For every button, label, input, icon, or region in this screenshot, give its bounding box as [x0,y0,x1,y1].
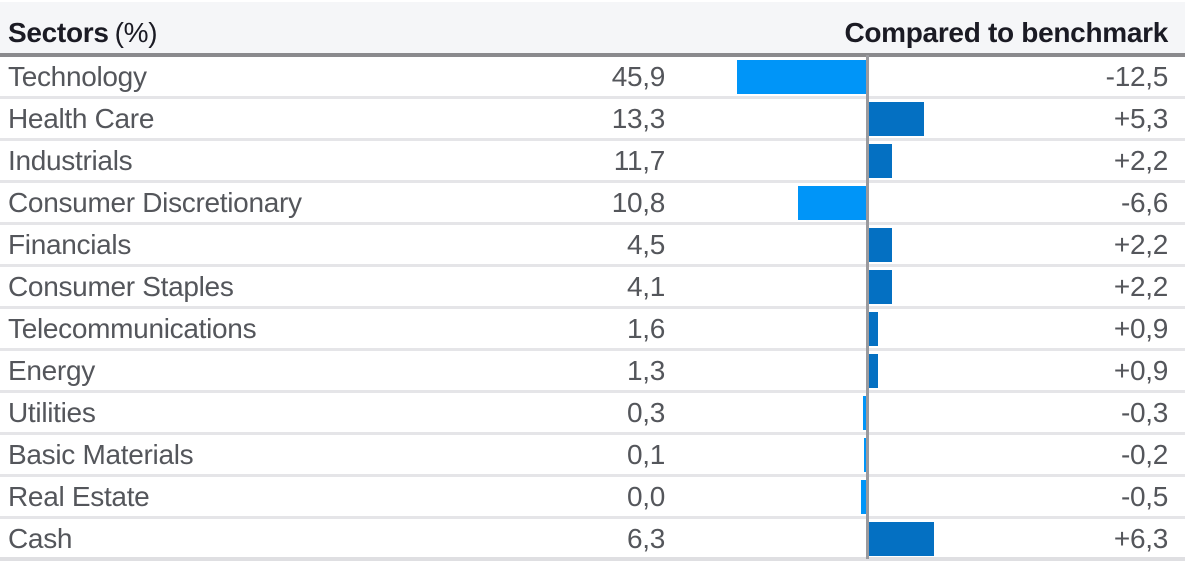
weight-value: 0,1 [626,439,665,470]
table-row: Technology 45,9 -12,5 [0,57,1185,99]
sector-label: Telecommunications [8,313,257,344]
sectors-unit: (%) [114,17,158,48]
benchmark-value: +2,2 [1113,271,1168,302]
table-row: Utilities 0,3 -0,3 [0,393,1185,435]
benchmark-value: +2,2 [1113,229,1168,260]
negative-benchmark-bar [864,438,866,472]
sector-label: Technology [8,61,147,92]
weight-value: 10,8 [611,187,666,218]
weight-value: 11,7 [613,145,666,176]
negative-benchmark-bar [863,396,866,430]
table-row: Telecommunications 1,6 +0,9 [0,309,1185,351]
benchmark-header: Compared to benchmark [844,17,1168,48]
benchmark-axis-line [866,55,869,559]
weight-value: 1,3 [626,355,665,386]
sector-label: Cash [8,523,73,554]
sector-label: Energy [8,355,95,386]
benchmark-value: +6,3 [1113,523,1168,554]
table-row: Cash 6,3 +6,3 [0,519,1185,561]
table-header: Sectors (%) Compared to benchmark [0,2,1185,57]
negative-benchmark-bar [861,480,866,514]
table-row: Financials 4,5 +2,2 [0,225,1185,267]
sector-label: Consumer Discretionary [8,187,302,218]
positive-benchmark-bar [869,144,892,178]
benchmark-value: -0,5 [1120,481,1168,512]
benchmark-value: -0,3 [1120,397,1168,428]
sectors-header: Sectors (%) [8,17,158,49]
table-body: Technology 45,9 -12,5 Health Care 13,3 +5,3 In… [0,57,1185,561]
sector-label: Basic Materials [8,439,194,470]
table-row: Consumer Staples 4,1 +2,2 [0,267,1185,309]
weight-value: 4,1 [626,271,665,302]
benchmark-value: +5,3 [1113,103,1168,134]
benchmark-value: -0,2 [1120,439,1168,470]
negative-benchmark-bar [798,186,866,220]
positive-benchmark-bar [869,312,878,346]
sector-label: Real Estate [8,481,150,512]
table-row: Industrials 11,7 +2,2 [0,141,1185,183]
positive-benchmark-bar [869,228,892,262]
negative-benchmark-bar [737,60,866,94]
table-row: Health Care 13,3 +5,3 [0,99,1185,141]
benchmark-value: +0,9 [1113,313,1168,344]
table-row: Real Estate 0,0 -0,5 [0,477,1185,519]
benchmark-value: -6,6 [1120,187,1168,218]
sector-label: Consumer Staples [8,271,234,302]
weight-value: 45,9 [611,61,666,92]
weight-value: 4,5 [626,229,665,260]
benchmark-value: +0,9 [1113,355,1168,386]
weight-value: 13,3 [611,103,666,134]
sector-label: Health Care [8,103,155,134]
table-row: Basic Materials 0,1 -0,2 [0,435,1185,477]
benchmark-value: -12,5 [1105,61,1169,92]
positive-benchmark-bar [869,354,878,388]
positive-benchmark-bar [869,102,924,136]
sector-label: Utilities [8,397,96,428]
benchmark-value: +2,2 [1113,145,1168,176]
sector-label: Industrials [8,145,133,176]
weight-value: 6,3 [626,523,665,554]
weight-value: 1,6 [626,313,665,344]
positive-benchmark-bar [869,522,934,556]
weight-value: 0,3 [626,397,665,428]
positive-benchmark-bar [869,270,892,304]
table-row: Consumer Discretionary 10,8 -6,6 [0,183,1185,225]
table-row: Energy 1,3 +0,9 [0,351,1185,393]
sectors-title: Sectors [8,17,109,48]
sector-label: Financials [8,229,132,260]
weight-value: 0,0 [626,481,665,512]
